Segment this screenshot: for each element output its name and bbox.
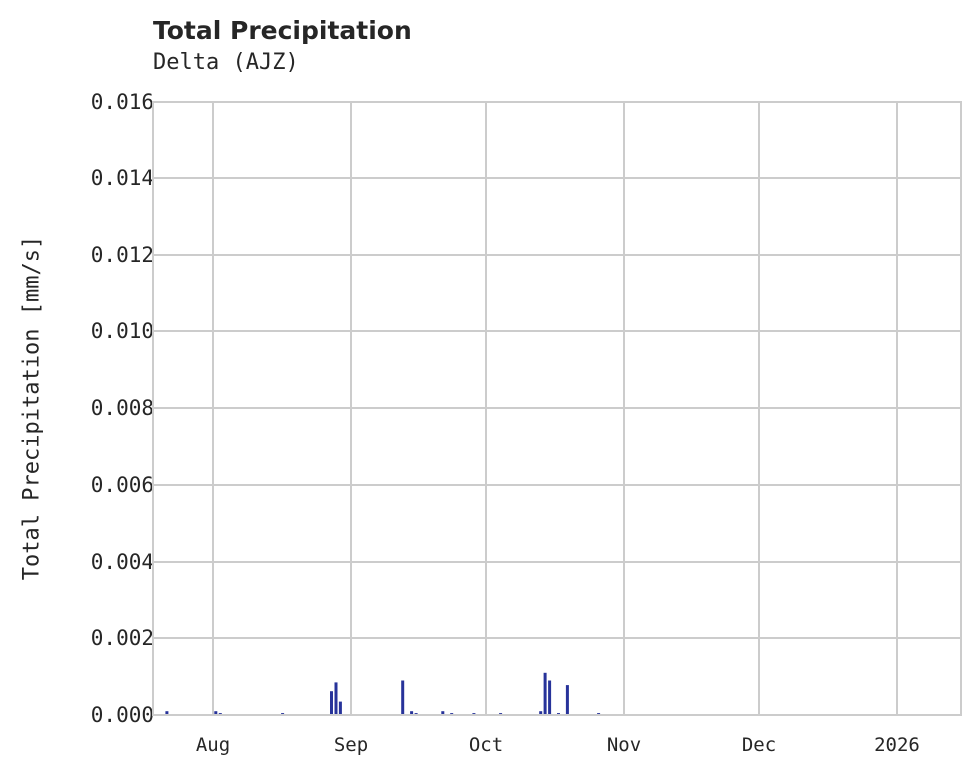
plot-frame (152, 101, 962, 716)
precipitation-bar (548, 680, 552, 715)
precipitation-bar (334, 682, 338, 715)
x-tick: Aug (195, 734, 231, 756)
x-tick: 2026 (874, 734, 920, 756)
precipitation-bar (330, 691, 333, 715)
precipitation-bar (539, 711, 543, 715)
x-tick: Nov (606, 734, 642, 756)
y-tick: 0.006 (90, 473, 154, 497)
y-tick: 0.012 (90, 243, 154, 267)
y-tick: 0.000 (90, 703, 154, 727)
precipitation-bar (214, 711, 218, 715)
precipitation-bar (441, 711, 445, 715)
precipitation-bars (165, 672, 601, 715)
y-tick: 0.008 (90, 396, 154, 420)
x-tick: Dec (741, 734, 777, 756)
y-tick: 0.010 (90, 319, 154, 343)
chart-title: Total Precipitation (153, 16, 412, 45)
precipitation-bar (165, 711, 169, 715)
grid-lines (152, 101, 962, 715)
precipitation-bar (401, 680, 405, 715)
y-tick: 0.014 (90, 166, 154, 190)
y-tick: 0.016 (90, 90, 154, 114)
x-tick: Sep (333, 734, 369, 756)
precipitation-bar (543, 672, 547, 715)
y-tick: 0.002 (90, 626, 154, 650)
precipitation-bar (410, 711, 414, 715)
chart-subtitle: Delta (AJZ) (153, 50, 299, 75)
precipitation-bar (565, 685, 569, 715)
y-tick: 0.004 (90, 550, 154, 574)
precipitation-bar (338, 701, 342, 715)
x-tick: Oct (468, 734, 504, 756)
